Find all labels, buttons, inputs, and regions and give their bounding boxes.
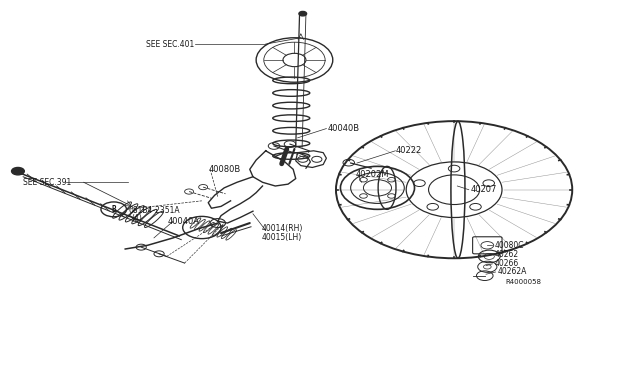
Text: 40266: 40266 (494, 259, 518, 268)
Text: 40207: 40207 (470, 185, 497, 194)
Text: 40080C: 40080C (494, 241, 524, 250)
Text: 40262: 40262 (494, 250, 518, 259)
Text: 40040A: 40040A (168, 217, 200, 226)
Text: 40202M: 40202M (356, 170, 389, 179)
Text: 081B4-2351A: 081B4-2351A (129, 206, 180, 215)
Text: 40262A: 40262A (497, 267, 527, 276)
Text: SEE SEC.401: SEE SEC.401 (147, 39, 195, 49)
Text: R4000058: R4000058 (505, 279, 541, 285)
Text: 40080B: 40080B (208, 165, 241, 174)
Text: 40222: 40222 (396, 146, 422, 155)
Text: B: B (111, 205, 116, 214)
Text: 40015(LH): 40015(LH) (261, 232, 301, 242)
Text: 40040B: 40040B (328, 124, 360, 133)
Text: 40014(RH): 40014(RH) (261, 224, 303, 233)
Text: (4): (4) (132, 214, 143, 223)
Text: SEE SEC.391: SEE SEC.391 (23, 178, 71, 187)
Circle shape (299, 12, 307, 16)
Circle shape (12, 167, 24, 175)
